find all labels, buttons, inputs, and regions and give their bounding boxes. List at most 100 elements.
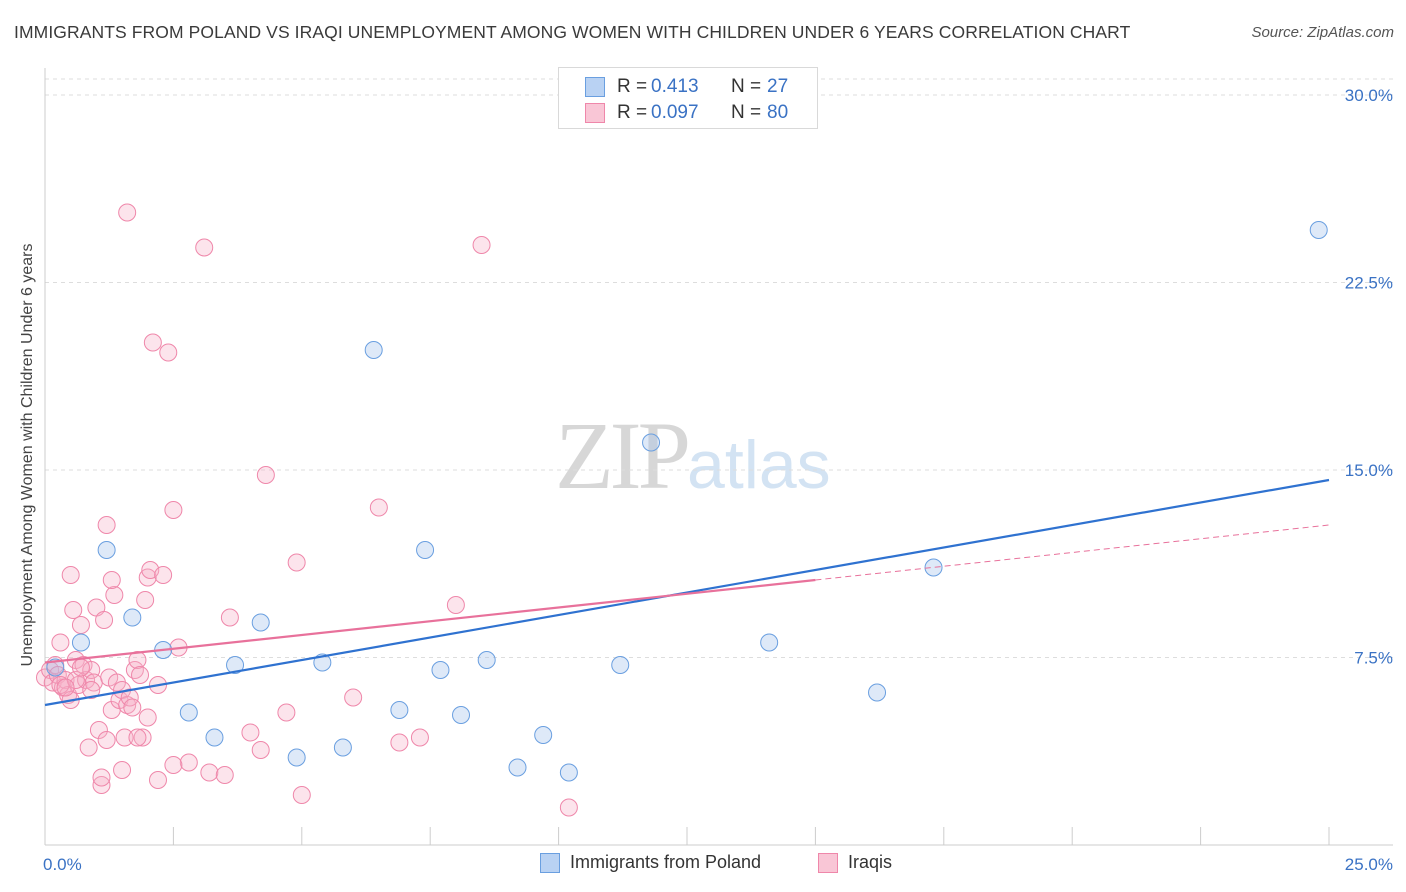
poland-point [534,726,553,744]
iraqi-point [138,568,157,587]
poland-point [1309,221,1328,239]
legend-n-value-iraqi: 80 [767,102,789,123]
iraqi-point [390,733,409,752]
iraqi-point [133,728,152,747]
poland-point [508,758,527,777]
poland-point [760,633,779,652]
legend: R = 0.413 N = 27 R = 0.097 N = 80 [558,67,818,129]
iraqi-point [164,756,183,774]
legend-r-label: R = [617,102,648,123]
iraqi-point [220,608,239,627]
y-tick-label: 15.0% [1345,461,1393,480]
iraqi-point [89,721,108,739]
iraqi-point [92,768,111,787]
iraqi-point [105,586,124,604]
iraqi-point [292,786,311,804]
iraqi-point [154,566,173,584]
legend-row-poland: R = 0.413 N = 27 [585,74,788,100]
iraqi-point [61,566,80,584]
bottom-legend-label-iraqi: Iraqis [848,852,893,872]
legend-row-iraqi: R = 0.097 N = 80 [585,100,788,126]
iraqi-point [118,203,137,222]
iraqi-point [215,766,234,784]
poland-point [226,656,245,674]
x-tick-label: 0.0% [43,855,82,874]
iraqi-point [56,678,75,697]
iraqi-point [559,798,578,817]
iraqi-point [159,343,178,362]
iraqi-point [95,611,114,629]
y-tick-label: 30.0% [1345,86,1393,105]
iraqi-point [148,771,167,789]
iraqi-point [138,708,157,727]
iraqi-point [71,658,90,677]
bottom-legend-swatch-iraqi [818,852,838,873]
source-label: Source: ZipAtlas.com [1251,24,1394,41]
poland-point [364,341,383,359]
bottom-legend-label-poland: Immigrants from Poland [570,852,762,872]
iraqi-point [128,728,147,747]
iraqi-point [97,516,116,534]
poland-point [46,658,65,677]
poland-point [452,706,471,724]
iraqi-point [82,681,101,699]
poland-point [416,541,435,559]
poland-point [924,558,943,577]
iraqi-point [118,696,137,714]
legend-swatch-iraqi [585,103,605,123]
poland-point [390,701,409,719]
iraqi-point [287,553,306,572]
iraqi-point [164,501,183,519]
iraqi-point [277,703,296,722]
iraqi-trend-extension [815,524,1330,581]
iraqi-point [97,731,116,749]
legend-r-label: R = [617,76,648,97]
iraqi-point [241,723,260,742]
bottom-legend-swatch-poland [540,852,560,873]
poland-point [559,763,578,782]
iraqi-point [143,333,162,352]
iraqi-point [446,596,465,614]
legend-r-value-poland: 0.413 [651,76,699,97]
iraqi-point [51,633,70,652]
iraqi-trend-line [44,578,816,664]
poland-point [179,703,198,722]
iraqi-point [115,728,134,747]
iraqi-point [131,666,150,684]
iraqi-point [136,591,155,609]
bottom-legend-iraqi: Iraqis [818,852,892,873]
iraqi-point [410,728,429,747]
poland-point [97,541,116,559]
y-tick-label: 7.5% [1354,649,1393,668]
iraqi-point [113,761,132,779]
poland-point [431,661,450,679]
poland-point [868,683,887,702]
poland-point [71,633,90,652]
iraqi-point [200,763,219,782]
iraqi-point [251,741,270,759]
legend-n-value-poland: 27 [767,76,789,97]
bottom-legend-poland: Immigrants from Poland [540,852,761,873]
iraqi-point [179,753,198,772]
iraqi-point [79,738,98,757]
iraqi-point [64,601,83,619]
poland-point [477,651,496,669]
legend-n-label: N = [731,76,762,97]
iraqi-point [472,236,491,254]
iraqi-point [369,498,388,517]
x-tick-label: 25.0% [1345,855,1393,874]
legend-swatch-poland [585,77,605,97]
poland-point [205,728,224,747]
chart-title: IMMIGRANTS FROM POLAND VS IRAQI UNEMPLOY… [14,22,1131,42]
poland-point [251,613,270,632]
poland-point [642,433,661,452]
legend-r-value-iraqi: 0.097 [651,102,699,123]
poland-point [611,656,630,674]
poland-point [333,738,352,757]
poland-point [123,608,142,627]
iraqi-point [71,616,90,634]
iraqi-point [123,698,142,717]
iraqi-point [92,776,111,794]
legend-n-label: N = [731,102,762,123]
